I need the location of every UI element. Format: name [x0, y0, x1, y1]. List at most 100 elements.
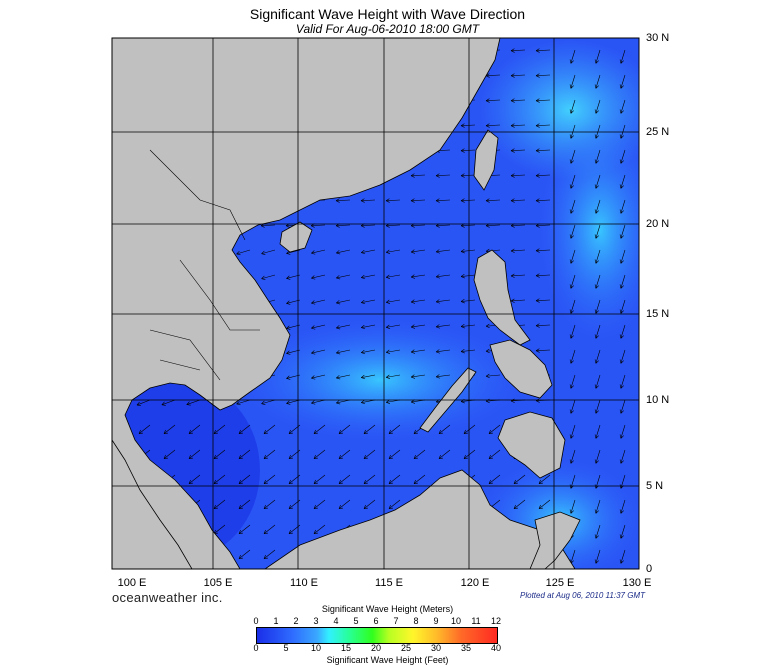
- wave-arrow: [436, 174, 451, 176]
- wave-arrow: [386, 199, 401, 201]
- wave-arrow-head: [313, 432, 319, 434]
- wave-arrow-head: [535, 225, 540, 228]
- wave-arrow-head: [188, 454, 191, 459]
- wave-arrow: [336, 299, 351, 304]
- wave-arrow-head: [213, 479, 216, 484]
- lat-label-30n: 30 N: [646, 32, 670, 44]
- wave-arrow-head: [335, 200, 340, 203]
- wave-arrow: [386, 349, 401, 353]
- wave-arrow: [511, 299, 526, 302]
- wave-arrow: [488, 474, 501, 484]
- wave-arrow: [388, 474, 401, 484]
- wave-arrow-head: [510, 123, 515, 126]
- wave-arrow-head: [361, 402, 366, 405]
- wave-arrow-head: [263, 457, 269, 459]
- wave-arrow-head: [620, 510, 624, 514]
- wave-arrow-head: [361, 302, 366, 305]
- wave-arrow-head: [386, 349, 390, 353]
- wave-arrow-head: [261, 403, 266, 405]
- wave-arrow-head: [535, 350, 540, 353]
- wave-arrow-head: [594, 84, 597, 89]
- wave-arrow: [536, 74, 551, 76]
- wave-arrow-head: [535, 100, 540, 103]
- wave-arrow-head: [619, 434, 622, 439]
- wave-arrow-head: [485, 323, 490, 327]
- wave-arrow: [413, 449, 426, 459]
- wave-arrow: [536, 274, 551, 276]
- wave-arrow: [436, 299, 451, 303]
- wave-arrow: [595, 399, 601, 414]
- wave-arrow-head: [619, 309, 622, 314]
- wave-arrow: [536, 124, 551, 126]
- wave-arrow: [595, 199, 601, 214]
- wave-arrow-head: [620, 185, 624, 189]
- wave-arrow-head: [336, 327, 341, 330]
- lat-label-0: 0: [646, 563, 653, 575]
- wave-arrow-head: [336, 302, 341, 305]
- wave-arrow: [620, 99, 626, 114]
- wave-arrow-head: [460, 150, 465, 153]
- wave-arrow-head: [311, 302, 316, 305]
- feet-tick: 10: [310, 643, 321, 653]
- wave-arrow: [538, 499, 551, 509]
- wave-arrow: [263, 524, 276, 534]
- wave-arrow: [261, 224, 276, 226]
- wave-arrow-head: [388, 457, 394, 459]
- wave-arrow-head: [535, 273, 540, 276]
- wave-arrow: [386, 374, 401, 378]
- wave-arrow: [461, 124, 476, 126]
- wave-arrow: [311, 374, 326, 379]
- wave-arrow-head: [286, 328, 291, 330]
- wave-arrow-head: [161, 404, 166, 406]
- wave-arrow: [336, 399, 351, 404]
- wave-arrow-head: [620, 260, 624, 264]
- wave-arrow-head: [361, 277, 366, 280]
- wave-arrow-head: [595, 185, 599, 189]
- wave-arrow: [311, 224, 326, 226]
- wave-arrow-head: [460, 401, 465, 404]
- wave-arrow: [213, 449, 226, 459]
- wave-arrow-head: [335, 225, 340, 228]
- wave-arrow: [620, 74, 626, 89]
- wave-arrow-head: [363, 479, 366, 484]
- wave-arrow-head: [594, 559, 597, 564]
- wave-arrow: [536, 174, 551, 176]
- wave-arrow: [620, 274, 626, 289]
- wave-arrow-head: [436, 251, 440, 254]
- wave-arrow-head: [361, 299, 365, 303]
- colorbar-title-feet: Significant Wave Height (Feet): [326, 655, 449, 665]
- wave-arrow-head: [594, 259, 597, 264]
- land-luzon: [473, 249, 531, 346]
- wave-arrow: [161, 399, 176, 406]
- land-malay-peninsula: [112, 439, 193, 569]
- wave-arrow-head: [510, 75, 515, 78]
- wave-arrow: [511, 249, 526, 252]
- wave-arrow-head: [288, 479, 291, 484]
- wave-arrow-head: [410, 198, 415, 201]
- wave-arrow-head: [569, 459, 572, 464]
- wave-arrow: [461, 349, 476, 352]
- wave-arrow: [620, 49, 626, 64]
- wave-arrow: [336, 374, 351, 379]
- wave-arrow-head: [535, 173, 540, 176]
- wave-arrow-head: [485, 198, 490, 201]
- feet-tick: 20: [370, 643, 381, 653]
- wave-arrow-head: [311, 252, 316, 255]
- wave-arrow-head: [535, 175, 540, 178]
- wave-arrow: [411, 174, 426, 176]
- wave-arrow: [263, 449, 276, 459]
- wave-arrow-head: [338, 432, 344, 434]
- wave-arrow: [386, 224, 401, 226]
- wave-arrow: [536, 199, 551, 201]
- wave-arrow: [261, 249, 276, 255]
- feet-tick: 0: [253, 643, 259, 653]
- wave-arrow: [238, 424, 251, 434]
- wave-arrow-head: [510, 125, 515, 128]
- wave-arrow: [361, 274, 376, 278]
- wave-arrow-head: [361, 352, 366, 355]
- wave-arrow: [486, 99, 501, 101]
- wave-arrow-head: [136, 404, 141, 406]
- wave-arrow-head: [535, 98, 540, 101]
- wave-arrow-head: [363, 507, 369, 509]
- wave-arrow-head: [460, 125, 465, 128]
